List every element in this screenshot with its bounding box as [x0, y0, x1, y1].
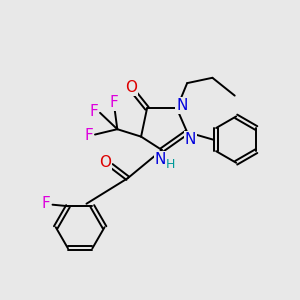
Text: H: H [166, 158, 176, 171]
Text: F: F [90, 104, 98, 119]
Text: O: O [125, 80, 137, 95]
Text: N: N [184, 132, 196, 147]
Text: N: N [155, 152, 166, 167]
Text: F: F [110, 94, 118, 110]
Text: F: F [85, 128, 93, 143]
Text: N: N [176, 98, 188, 113]
Text: O: O [99, 155, 111, 170]
Text: F: F [42, 196, 50, 211]
